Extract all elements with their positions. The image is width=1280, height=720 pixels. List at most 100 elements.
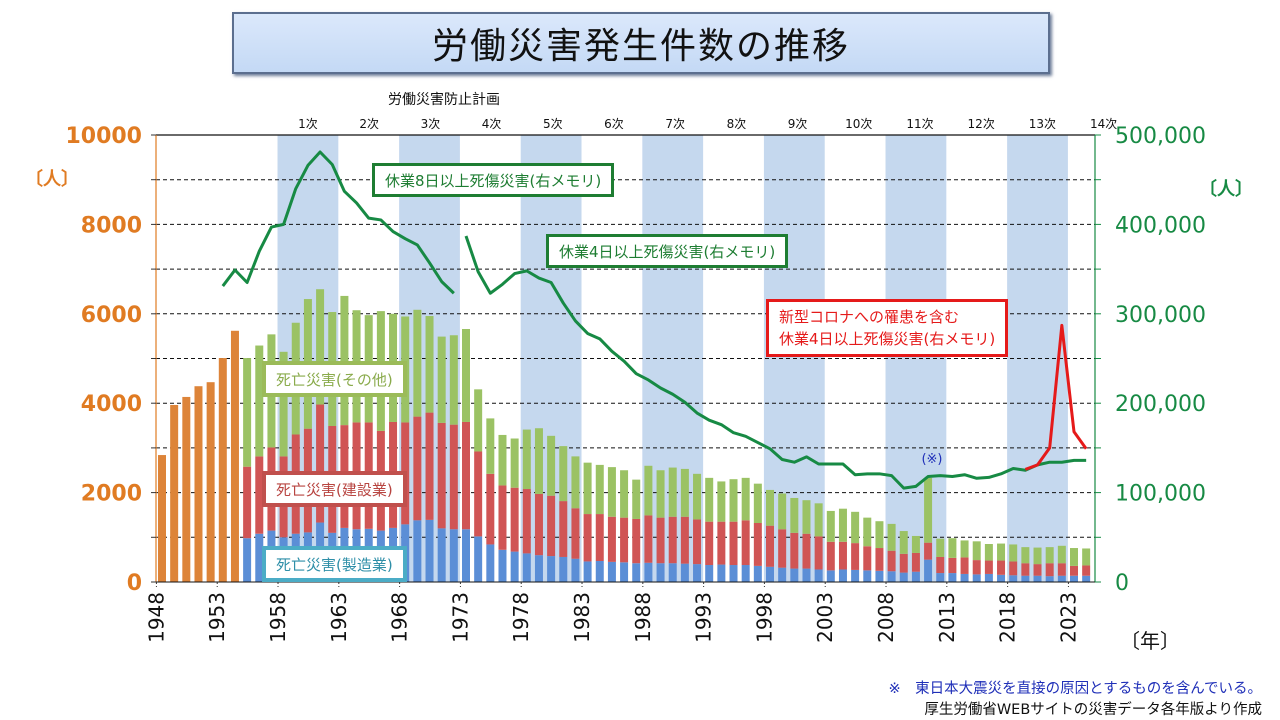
bar-other [693,473,702,520]
bar-other [620,470,629,518]
label-covid: 新型コロナへの罹患を含む 休業4日以上死傷災害(右メモリ) [766,299,1009,357]
bar-construction [583,514,592,562]
bar-other [340,295,349,426]
plan-label: 12次 [968,117,995,131]
bar-construction [924,542,933,560]
bar-manufacturing [449,529,458,582]
bar-other [875,521,884,549]
bar-other [534,428,543,494]
bar-manufacturing [911,571,920,582]
x-tick-label: 1958 [266,592,290,643]
bar-other [1070,548,1078,566]
bar-construction [668,516,677,564]
bar-construction [766,525,774,567]
plan-label: 14次 [1090,117,1117,131]
bar-manufacturing [534,555,543,582]
bar-other [316,289,325,405]
bar-other [486,418,495,474]
bar-construction [899,553,908,573]
bar-construction [437,422,446,529]
bar-construction [948,557,957,574]
bar-other [802,500,811,534]
bar-construction [1057,563,1066,576]
line-4day [464,235,1087,490]
bar-manufacturing [486,544,495,582]
bar-other [753,483,762,523]
bar-construction [656,517,665,564]
x-tick-label: 1983 [570,592,594,643]
left-tick-label: 10000 [65,124,142,149]
bar-manufacturing [802,568,811,582]
bar-other [449,335,458,425]
bar-manufacturing [644,562,653,582]
line-8day [221,150,455,295]
bar-construction [887,550,896,572]
bar-construction [936,556,945,574]
bar-manufacturing [997,574,1006,582]
bar-other [838,508,847,542]
bar-other [936,538,945,557]
asterisk-annotation: (※) [921,452,942,467]
bar-other [668,467,677,517]
bar-manufacturing [243,538,252,582]
bar-construction [607,516,616,562]
bar-other [413,309,422,417]
bar-manufacturing [571,558,580,582]
x-tick-label: 2003 [813,592,837,643]
plan-label: 2次 [359,117,379,131]
plan-label: 6次 [604,117,624,131]
bar-total [206,382,215,582]
bar-total [218,358,227,582]
x-tick-label: 1988 [631,592,655,643]
bar-manufacturing [620,562,629,582]
plan-label: 11次 [906,117,933,131]
x-tick-label: 1998 [752,592,776,643]
bar-manufacturing [984,573,993,582]
bar-other [826,510,835,542]
bar-construction [255,456,264,534]
x-tick-label: 1963 [327,592,351,643]
right-tick-label: 500,000 [1115,124,1206,149]
bar-other [766,489,774,526]
bar-other [851,511,860,544]
bar-construction [510,487,519,552]
bar-manufacturing [753,565,762,582]
x-unit: 〔年〕 [1120,629,1180,653]
bar-other [1057,545,1066,564]
bar-manufacturing [632,563,641,582]
x-tick-label: 2023 [1056,592,1080,643]
plan-label: 3次 [421,117,441,131]
bar-other [255,345,264,457]
bar-construction [753,522,762,566]
plan-header: 労働災害防止計画 [388,92,500,108]
bar-construction [632,518,641,564]
plan-label: 10次 [845,117,872,131]
bar-manufacturing [595,560,604,582]
bar-other [583,462,592,515]
bar-other [644,465,653,516]
bar-construction [1009,561,1018,576]
bar-other [887,523,896,551]
bar-construction [680,516,689,564]
bar-manufacturing [583,561,592,582]
bar-construction [1033,564,1042,576]
bar-manufacturing [960,573,969,582]
bar-construction [644,515,653,563]
bar-manufacturing [1045,576,1054,582]
bar-construction [486,473,495,545]
bar-other [656,470,665,518]
bar-construction [863,546,872,571]
bar-manufacturing [1070,575,1078,582]
bar-manufacturing [559,556,568,582]
bar-manufacturing [522,553,531,582]
bar-total [230,330,239,582]
bar-construction [571,508,580,559]
bar-manufacturing [1009,575,1018,582]
x-tick-label: 2013 [935,592,959,643]
x-tick-label: 1978 [509,592,533,643]
bar-other [498,434,507,486]
bar-construction [778,529,787,568]
bar-construction [425,412,434,520]
bar-other [1009,544,1018,562]
label-other: 死亡災害(その他) [262,361,407,397]
